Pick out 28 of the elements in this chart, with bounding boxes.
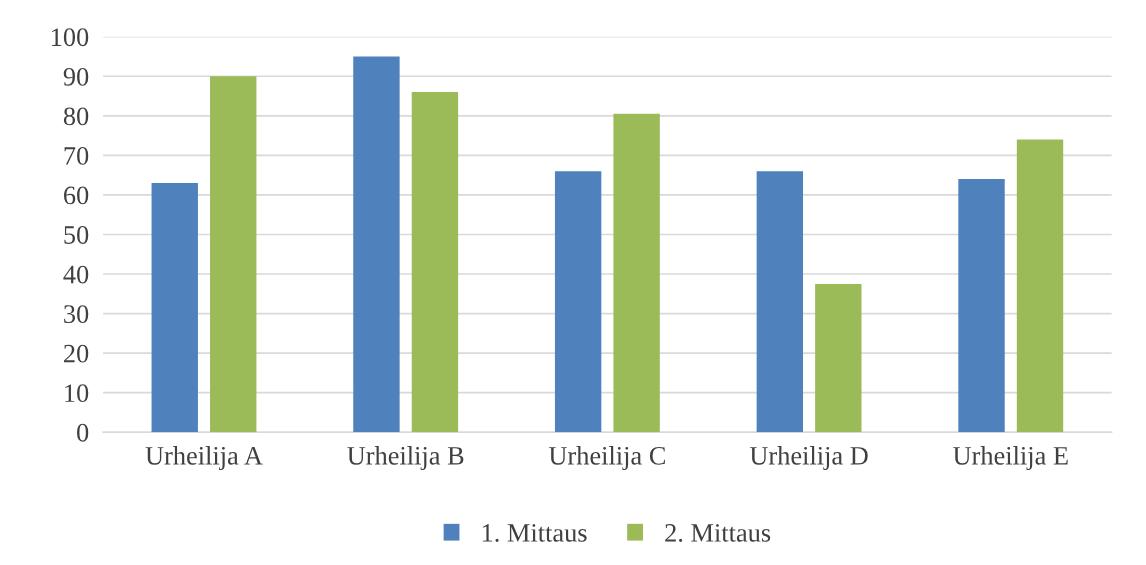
bar: [353, 56, 400, 433]
y-tick-label: 30: [64, 305, 89, 323]
bar: [210, 76, 257, 433]
x-tick-label: Urheilija C: [548, 446, 665, 471]
y-tick-label: 90: [63, 67, 89, 86]
y-tick-label: 40: [63, 265, 89, 284]
y-tick-label: 100: [51, 28, 89, 47]
bar: [958, 179, 1005, 433]
x-tick-label: Urheilija E: [953, 446, 1068, 471]
x-tick-label: Urheilija A: [145, 446, 263, 471]
bar: [411, 92, 459, 433]
y-tick-label: 10: [65, 384, 89, 403]
y-tick-label: 60: [64, 186, 89, 205]
y-tick-label: 70: [64, 146, 89, 165]
x-tick-label: Urheilija B: [347, 446, 464, 471]
legend-label: 2. Mittaus: [665, 524, 771, 542]
bar: [756, 171, 804, 433]
bar: [815, 283, 862, 433]
bar: [1016, 139, 1064, 433]
bar: [151, 183, 198, 433]
y-tick-label: 0: [77, 423, 89, 442]
x-tick-label: Urheilija D: [749, 446, 868, 471]
legend-label: 1. Mittaus: [482, 524, 587, 542]
bar: [554, 171, 602, 433]
y-tick-label: 50: [64, 226, 89, 244]
y-tick-label: 80: [63, 107, 89, 126]
bar: [613, 113, 660, 433]
y-tick-label: 20: [64, 344, 89, 363]
